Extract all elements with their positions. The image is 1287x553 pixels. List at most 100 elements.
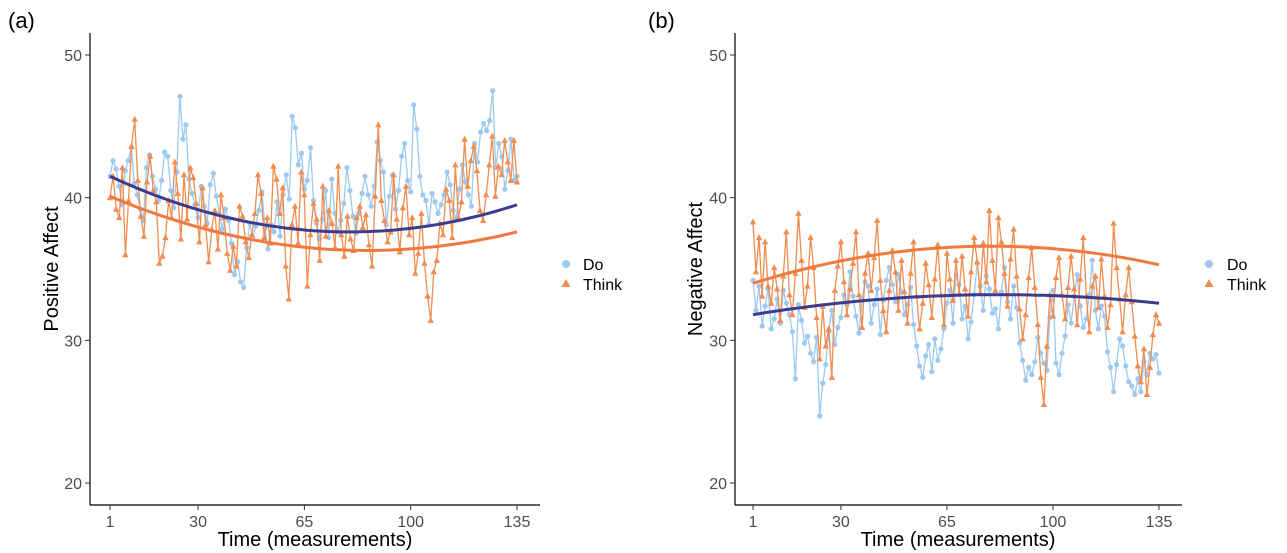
panel-a-point-think (433, 256, 440, 263)
panel-b-point-think (971, 234, 978, 241)
panel-a-point-do (292, 125, 298, 131)
panel-b-legend-do-label: Do (1227, 257, 1248, 274)
panel-b-point-do (753, 307, 759, 313)
panel-b-point-think (1080, 234, 1087, 241)
panel-b-point-think (858, 324, 866, 330)
panel-b-point-think (925, 281, 932, 288)
panel-a-y-tick-label: 50 (64, 48, 82, 65)
panel-a-point-do (256, 207, 262, 214)
panel-b-point-think (804, 282, 811, 289)
panel-a-legend-think-key (561, 279, 571, 287)
panel-a-point-do (344, 165, 350, 171)
panel-a-point-think (236, 202, 243, 209)
panel-b-point-do (780, 287, 786, 293)
panel-b-point-think (1107, 301, 1114, 308)
panel-b-point-think (1049, 312, 1057, 319)
panel-a-point-think (310, 199, 317, 206)
panel-a-point-do (478, 129, 484, 135)
panel-a-point-think (143, 178, 151, 185)
panel-b-point-think (1089, 282, 1096, 289)
panel-b-point-think (1001, 269, 1008, 276)
panel-a-point-think (492, 192, 499, 199)
panel-b-point-think (892, 268, 899, 275)
panel-b-point-think (783, 228, 790, 235)
panel-a-point-think (359, 224, 366, 231)
panel-a-point-do (329, 176, 335, 182)
panel-a-point-think (458, 198, 465, 205)
panel-b-point-do (1007, 316, 1014, 322)
panel-a-point-think (328, 219, 336, 226)
panel-a-point-think (119, 164, 126, 171)
panel-b-point-think (1131, 332, 1138, 339)
panel-a-point-do (222, 206, 228, 212)
panel-b-point-do (1068, 320, 1074, 326)
panel-a-point-think (513, 178, 521, 185)
panel-a-point-do (116, 183, 122, 189)
panel-b-point-think (849, 259, 857, 266)
panel-b-point-do (1153, 352, 1159, 358)
panel-a-point-think (146, 152, 154, 159)
panel-b-point-think (1040, 401, 1048, 407)
panel-a-x-tick-label: 1 (106, 514, 115, 531)
panel-b-point-do (980, 307, 986, 313)
panel-a-x-tick-label: 65 (295, 514, 313, 531)
panel-a-point-think (452, 161, 459, 168)
panel-a-point-think (322, 232, 329, 239)
panel-b-point-think (861, 269, 869, 276)
panel-b-point-do (920, 374, 926, 380)
panel-b-legend-think-key (1204, 279, 1214, 287)
panel-b-point-think (1092, 272, 1099, 279)
panel-a-point-think (261, 234, 268, 241)
panel-b-point-think (755, 234, 763, 241)
panel-a-point-do (432, 199, 438, 205)
panel-a-point-think (449, 234, 456, 241)
panel-a-point-think (368, 262, 376, 269)
panel-b-point-think (786, 291, 793, 298)
panel-a-point-do (213, 193, 219, 199)
panel-a-point-do (386, 193, 392, 199)
panel-a-point-think (461, 135, 468, 142)
panel-b-x-tick-label: 30 (832, 514, 850, 531)
panel-b-point-think (852, 228, 860, 235)
panel-a-point-think (239, 212, 246, 219)
panel-a-point-do (323, 187, 329, 194)
panel-b-point-do (992, 306, 999, 312)
panel-a-point-think (510, 137, 518, 144)
panel-b-point-think (843, 311, 851, 318)
panel-a-point-do (380, 169, 386, 175)
panel-b-point-think (774, 285, 781, 292)
panel-b-point-think (974, 258, 981, 265)
panel-b-point-do (989, 310, 996, 316)
panel-b-point-do (1135, 376, 1141, 382)
panel-b-point-do (1041, 360, 1047, 366)
panel-a-point-think (285, 295, 292, 302)
panel-a-point-think (113, 205, 120, 212)
panel-a-x-tick-label: 100 (397, 514, 424, 531)
panel-b-point-do (959, 316, 965, 322)
panel-b-point-think (1146, 363, 1154, 370)
panel-a-point-do (207, 182, 213, 188)
panel-b-point-think (995, 214, 1002, 221)
panel-a-point-do (350, 213, 356, 219)
panel-b-point-do (868, 320, 874, 326)
panel-b-tag: (b) (648, 8, 675, 33)
panel-a-point-think (180, 171, 188, 178)
panel-b-point-think (928, 314, 935, 320)
panel-a-point-think (365, 241, 373, 248)
panel-a-point-do (231, 272, 238, 278)
panel-a-point-think (501, 137, 508, 144)
panel-a-point-do (468, 203, 474, 209)
panel-b-y-tick-label: 20 (709, 476, 727, 493)
panel-b-point-do (804, 333, 811, 339)
panel-b-point-think (758, 292, 766, 299)
panel-a-point-do (414, 126, 420, 132)
panel-a-point-think (442, 185, 450, 192)
panel-b-y-title: Negative Affect (685, 201, 707, 336)
panel-a-point-do (143, 165, 149, 171)
panel-a-point-do (162, 149, 168, 155)
panel-b-point-think (946, 275, 954, 282)
panel-a-point-think (344, 212, 351, 219)
panel-b-point-think (961, 285, 969, 292)
panel-b-legend-think-label: Think (1227, 277, 1267, 294)
